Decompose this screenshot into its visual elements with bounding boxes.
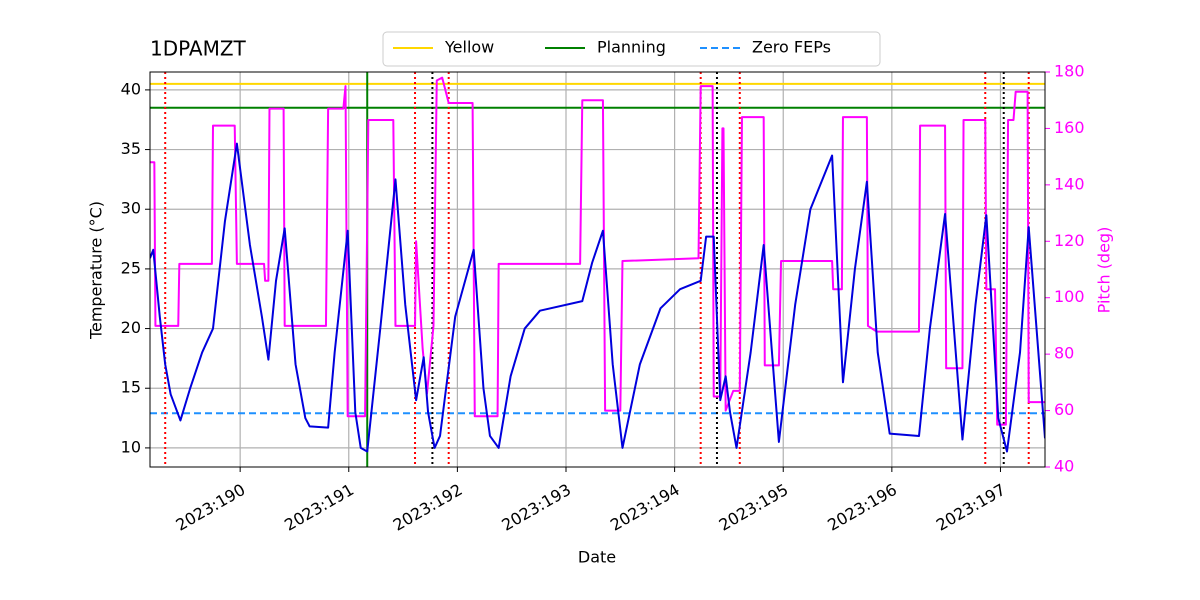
y-tick-label: 40 — [121, 79, 141, 98]
series-line — [150, 142, 1045, 453]
legend: Yellow Planning Zero FEPs — [382, 31, 881, 67]
series-line — [150, 76, 1045, 426]
grid — [150, 72, 1045, 467]
y-tick-label: 25 — [121, 258, 141, 277]
y2-tick-label: 120 — [1054, 231, 1085, 250]
plot-area — [150, 72, 1045, 467]
y-tick-label: 10 — [121, 437, 141, 456]
y-axis-label: Temperature (°C) — [87, 201, 106, 340]
legend-box — [382, 31, 881, 67]
x-axis-label: Date — [578, 548, 616, 567]
y-tick-label: 15 — [121, 378, 141, 397]
y2-axis-label: Pitch (deg) — [1095, 227, 1114, 314]
y2-tick-label: 60 — [1054, 400, 1074, 419]
y2-tick-label: 80 — [1054, 344, 1074, 363]
chart-title: 1DPAMZT — [150, 37, 247, 61]
y-tick-label: 20 — [121, 318, 141, 337]
y-tick-label: 35 — [121, 139, 141, 158]
y2-tick-label: 180 — [1054, 62, 1085, 81]
y2-tick-label: 160 — [1054, 118, 1085, 137]
legend-label: Yellow — [444, 38, 494, 57]
legend-label: Zero FEPs — [752, 38, 831, 57]
y2-tick-label: 140 — [1054, 174, 1085, 193]
y2-tick-label: 100 — [1054, 287, 1085, 306]
y2-tick-label: 40 — [1054, 457, 1074, 476]
plot-frame — [149, 71, 1046, 468]
y-tick-label: 30 — [121, 199, 141, 218]
legend-label: Planning — [597, 38, 666, 57]
